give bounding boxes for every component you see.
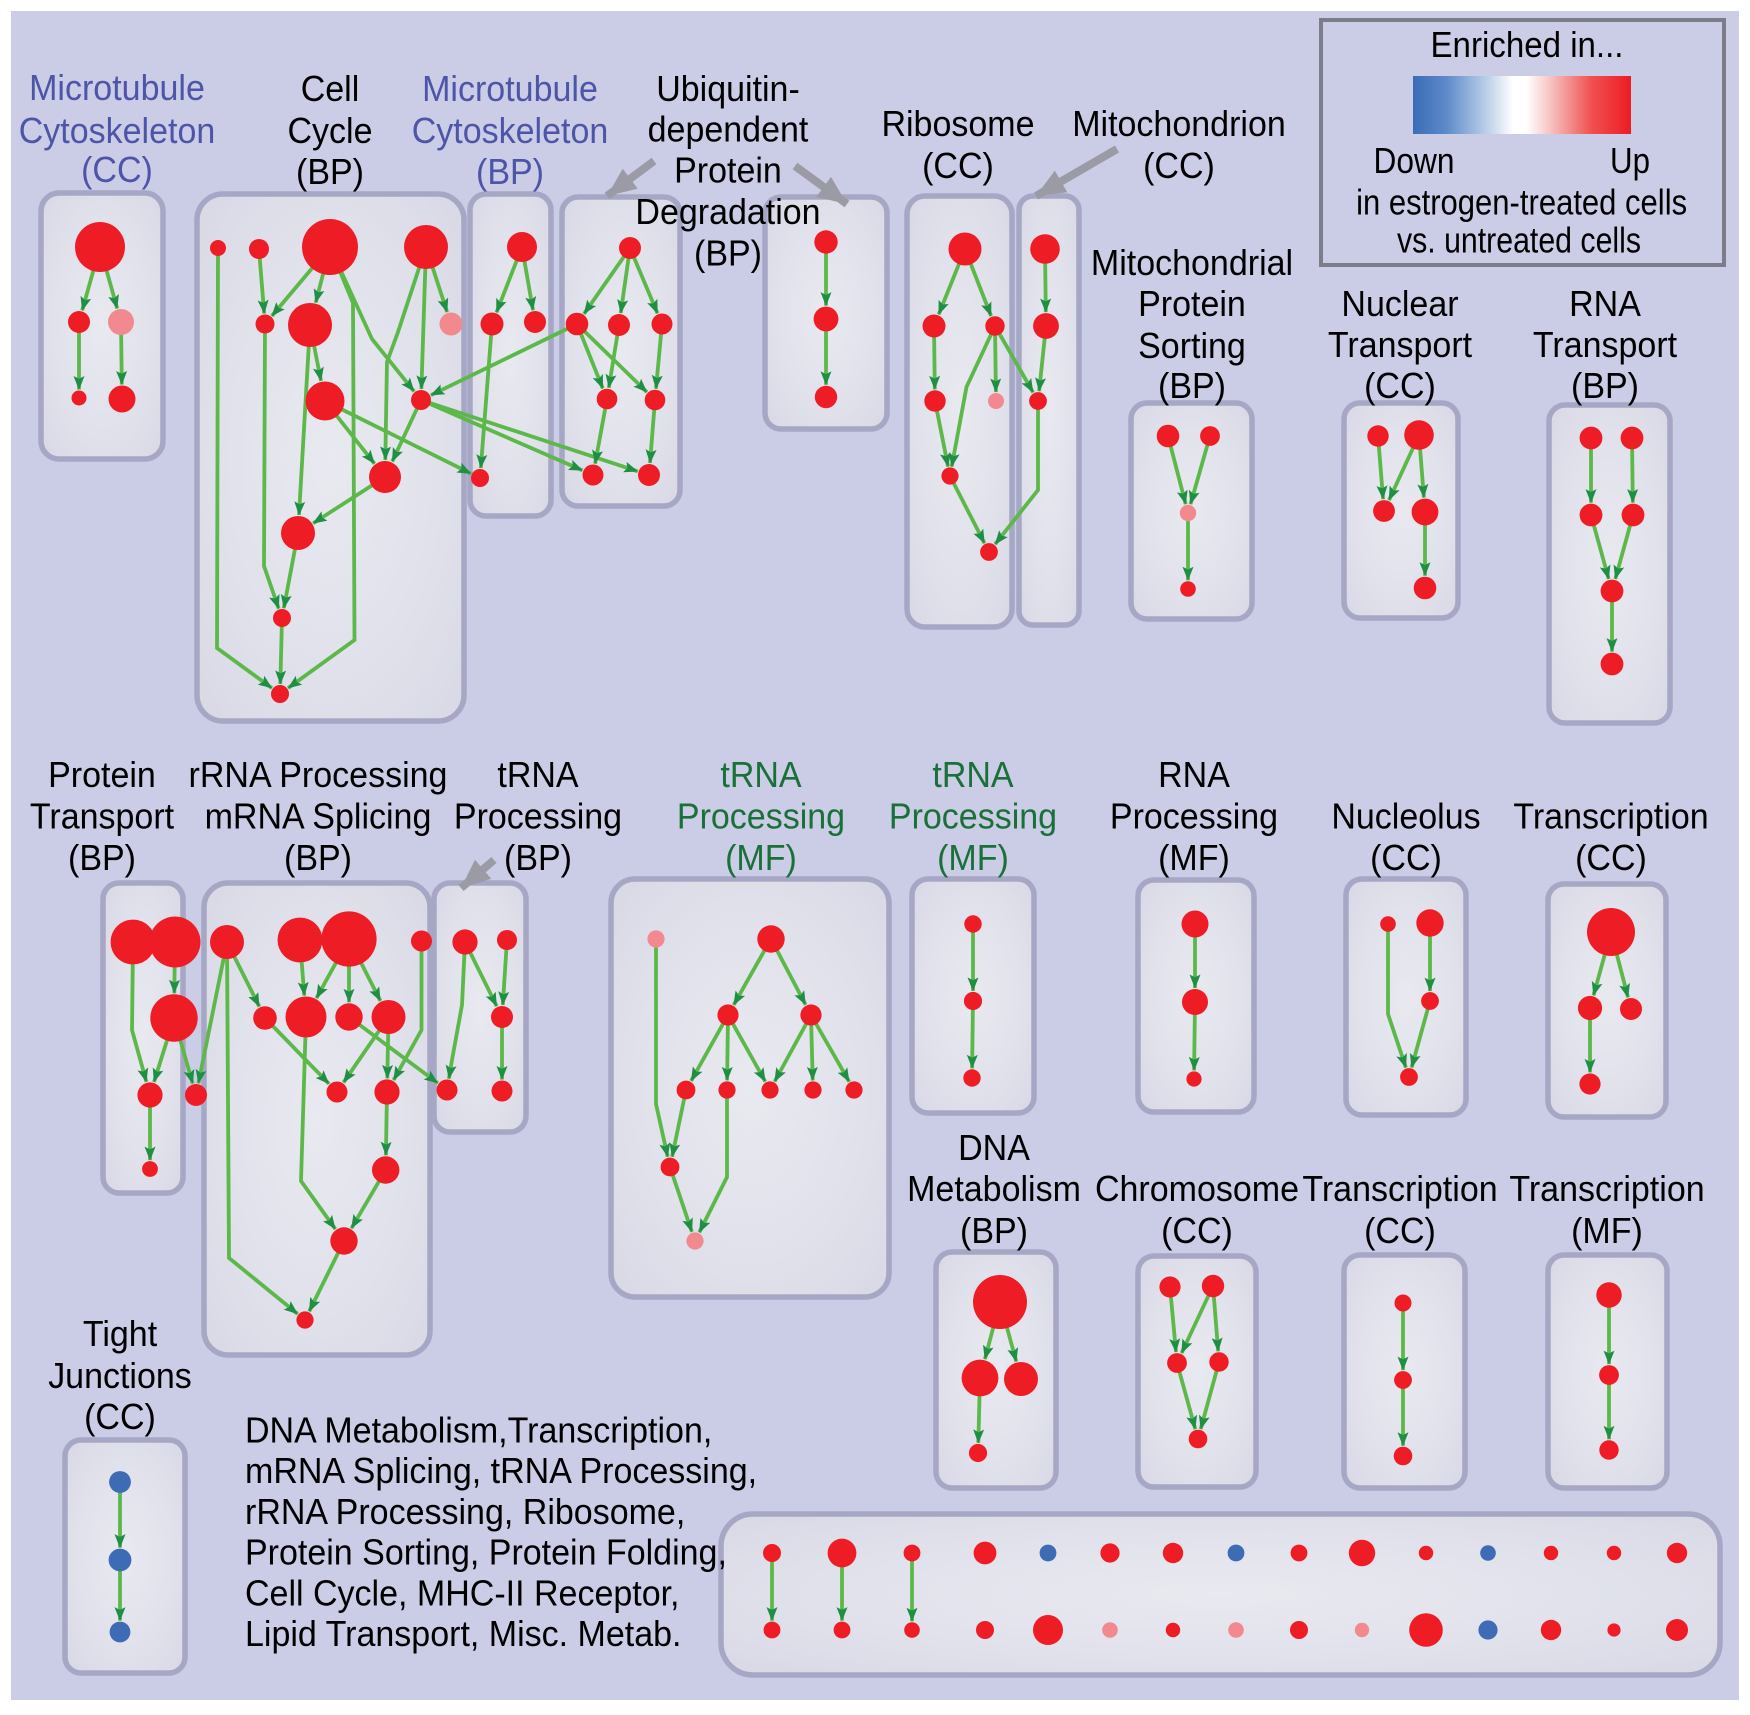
svg-text:(MF): (MF) bbox=[1571, 1210, 1643, 1251]
svg-text:Processing: Processing bbox=[454, 796, 622, 837]
svg-text:(MF): (MF) bbox=[1158, 837, 1230, 878]
svg-text:Junctions: Junctions bbox=[48, 1355, 192, 1396]
svg-text:Cell: Cell bbox=[301, 68, 360, 109]
svg-text:Lipid Transport, Misc. Metab.: Lipid Transport, Misc. Metab. bbox=[245, 1613, 682, 1654]
svg-text:(CC): (CC) bbox=[1161, 1210, 1233, 1251]
svg-text:Chromosome: Chromosome bbox=[1095, 1168, 1299, 1209]
svg-text:(CC): (CC) bbox=[1143, 145, 1215, 186]
svg-text:(BP): (BP) bbox=[476, 151, 544, 192]
svg-text:Cycle: Cycle bbox=[288, 110, 373, 151]
svg-text:(BP): (BP) bbox=[1571, 365, 1639, 406]
svg-text:Nuclear: Nuclear bbox=[1341, 283, 1458, 324]
svg-text:vs. untreated cells: vs. untreated cells bbox=[1397, 220, 1641, 261]
svg-text:(MF): (MF) bbox=[937, 837, 1009, 878]
svg-text:(BP): (BP) bbox=[296, 151, 364, 192]
svg-text:(BP): (BP) bbox=[1158, 365, 1226, 406]
svg-text:(CC): (CC) bbox=[1370, 837, 1442, 878]
svg-text:(MF): (MF) bbox=[725, 837, 797, 878]
svg-text:Down: Down bbox=[1374, 140, 1455, 181]
svg-text:(CC): (CC) bbox=[922, 145, 994, 186]
svg-text:(BP): (BP) bbox=[694, 233, 762, 274]
svg-text:RNA: RNA bbox=[1569, 283, 1641, 324]
svg-text:(CC): (CC) bbox=[1364, 365, 1436, 406]
svg-text:Cell Cycle, MHC-II Receptor,: Cell Cycle, MHC-II Receptor, bbox=[245, 1572, 680, 1613]
svg-text:Cytoskeleton: Cytoskeleton bbox=[19, 110, 216, 151]
svg-text:Tight: Tight bbox=[83, 1313, 157, 1354]
svg-text:Up: Up bbox=[1610, 140, 1650, 181]
svg-text:Microtubule: Microtubule bbox=[29, 67, 205, 108]
svg-text:in estrogen-treated cells: in estrogen-treated cells bbox=[1356, 182, 1687, 223]
svg-text:Processing: Processing bbox=[1110, 796, 1278, 837]
svg-text:Transport: Transport bbox=[1533, 324, 1677, 365]
svg-text:rRNA Processing, Ribosome,: rRNA Processing, Ribosome, bbox=[245, 1491, 685, 1532]
svg-text:Processing: Processing bbox=[677, 796, 845, 837]
svg-text:(BP): (BP) bbox=[504, 837, 572, 878]
svg-text:Enriched in...: Enriched in... bbox=[1431, 24, 1624, 65]
svg-text:mRNA Splicing: mRNA Splicing bbox=[205, 796, 432, 837]
svg-text:tRNA: tRNA bbox=[497, 754, 579, 795]
svg-text:Processing: Processing bbox=[889, 796, 1057, 837]
svg-text:DNA: DNA bbox=[958, 1127, 1030, 1168]
svg-text:rRNA Processing: rRNA Processing bbox=[189, 754, 448, 795]
svg-text:(BP): (BP) bbox=[284, 837, 352, 878]
svg-text:Microtubule: Microtubule bbox=[422, 68, 598, 109]
svg-text:tRNA: tRNA bbox=[720, 754, 802, 795]
svg-text:Protein: Protein bbox=[674, 150, 782, 191]
svg-text:(CC): (CC) bbox=[1364, 1210, 1436, 1251]
svg-text:tRNA: tRNA bbox=[932, 754, 1014, 795]
svg-text:Sorting: Sorting bbox=[1138, 325, 1246, 366]
svg-text:(BP): (BP) bbox=[68, 837, 136, 878]
svg-text:Transcription: Transcription bbox=[1513, 796, 1708, 837]
svg-text:(BP): (BP) bbox=[960, 1210, 1028, 1251]
svg-text:Protein Sorting, Protein Foldi: Protein Sorting, Protein Folding, bbox=[245, 1532, 727, 1573]
svg-text:(CC): (CC) bbox=[1575, 837, 1647, 878]
svg-text:DNA Metabolism,Transcription,: DNA Metabolism,Transcription, bbox=[245, 1410, 712, 1451]
svg-text:Nucleolus: Nucleolus bbox=[1331, 796, 1480, 837]
svg-text:Protein: Protein bbox=[1138, 283, 1246, 324]
svg-text:Protein: Protein bbox=[48, 754, 156, 795]
svg-text:Mitochondrion: Mitochondrion bbox=[1072, 103, 1286, 144]
svg-text:Transport: Transport bbox=[1328, 324, 1472, 365]
svg-text:Degradation: Degradation bbox=[635, 191, 820, 232]
svg-text:(CC): (CC) bbox=[81, 149, 153, 190]
svg-text:dependent: dependent bbox=[648, 109, 809, 150]
svg-text:Mitochondrial: Mitochondrial bbox=[1091, 242, 1293, 283]
svg-text:Ribosome: Ribosome bbox=[881, 103, 1034, 144]
svg-text:RNA: RNA bbox=[1158, 754, 1230, 795]
svg-text:Transcription: Transcription bbox=[1302, 1168, 1497, 1209]
svg-text:Cytoskeleton: Cytoskeleton bbox=[412, 110, 609, 151]
svg-text:(CC): (CC) bbox=[84, 1396, 156, 1437]
svg-text:Transport: Transport bbox=[30, 796, 174, 837]
svg-text:mRNA Splicing, tRNA Processing: mRNA Splicing, tRNA Processing, bbox=[245, 1450, 757, 1491]
svg-text:Metabolism: Metabolism bbox=[907, 1168, 1081, 1209]
svg-text:Transcription: Transcription bbox=[1509, 1168, 1704, 1209]
svg-text:Ubiquitin-: Ubiquitin- bbox=[656, 68, 800, 109]
